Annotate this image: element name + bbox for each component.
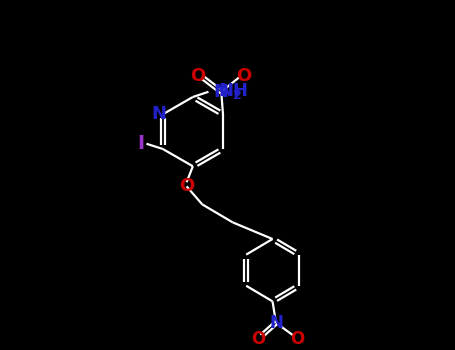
Text: N: N xyxy=(269,314,283,332)
Text: O: O xyxy=(251,330,265,349)
Text: O: O xyxy=(179,177,194,195)
Text: I: I xyxy=(138,134,145,153)
Text: 2: 2 xyxy=(233,89,242,102)
Text: NH: NH xyxy=(218,82,248,100)
Text: N: N xyxy=(151,105,166,122)
Text: O: O xyxy=(290,330,304,349)
Text: O: O xyxy=(236,66,251,84)
Text: O: O xyxy=(191,66,206,84)
Text: N: N xyxy=(214,83,229,101)
